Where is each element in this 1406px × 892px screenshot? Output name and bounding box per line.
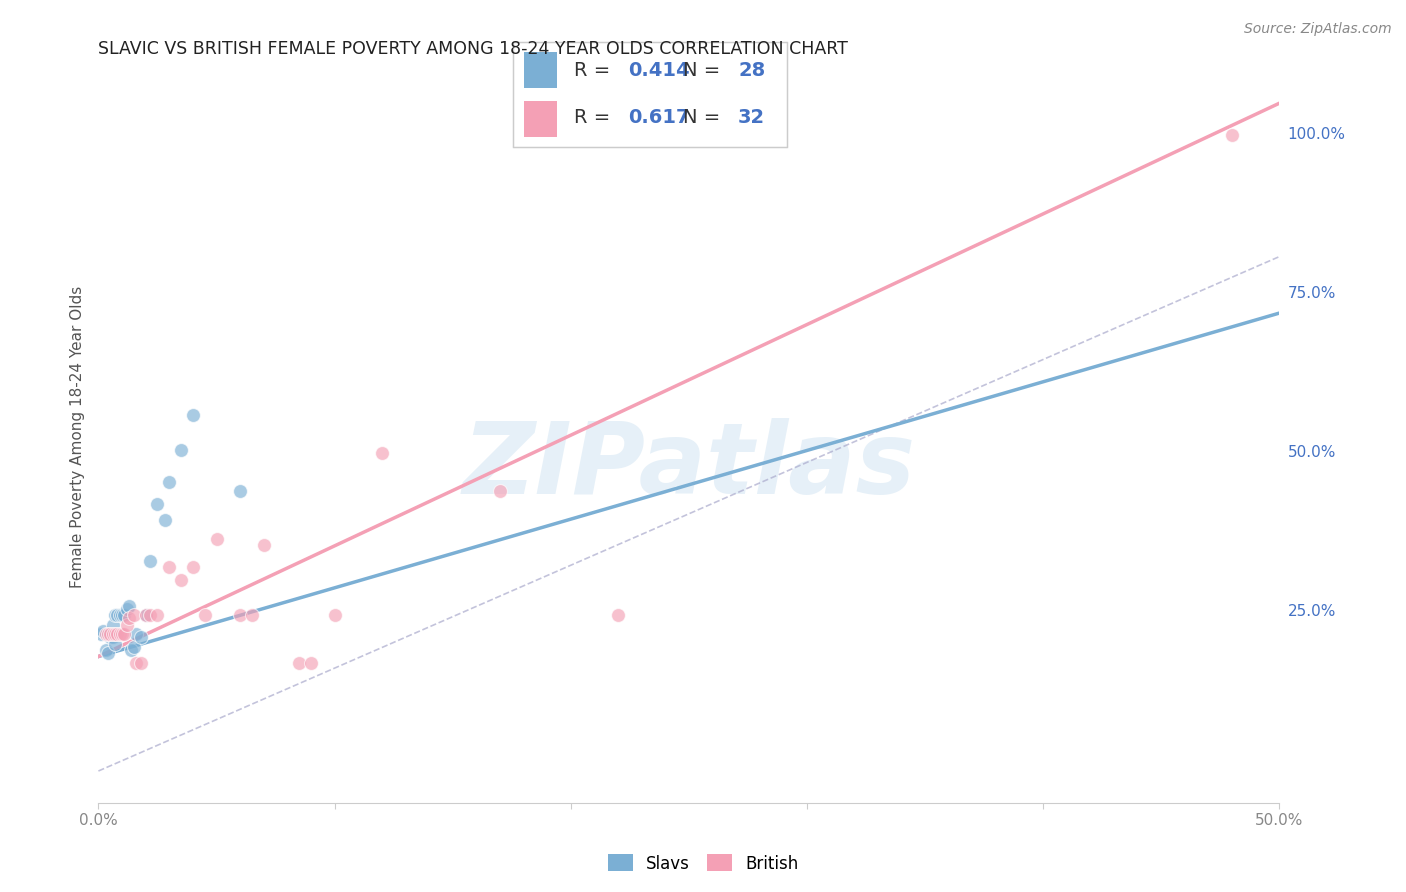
Point (94, 627, 117, 641)
Point (98, 627, 121, 641)
Point (157, 475, 180, 489)
Point (97, 627, 120, 641)
Text: 0.617: 0.617 (628, 108, 690, 128)
Text: 100.0%: 100.0% (1288, 128, 1346, 143)
Point (129, 631, 152, 645)
Point (229, 484, 252, 499)
Point (489, 484, 512, 499)
Point (108, 627, 131, 641)
Point (181, 408, 204, 422)
Point (118, 611, 141, 625)
Text: N =: N = (683, 108, 727, 128)
Point (90, 627, 112, 641)
Point (101, 617, 124, 632)
Text: 0.414: 0.414 (628, 61, 690, 80)
Text: R =: R = (574, 108, 616, 128)
Point (112, 608, 135, 623)
Point (122, 640, 145, 654)
Point (121, 643, 143, 657)
Point (115, 617, 138, 632)
Point (170, 573, 193, 587)
Point (253, 538, 276, 552)
Point (323, 608, 346, 623)
Point (135, 608, 157, 623)
Point (125, 656, 148, 670)
Point (101, 631, 124, 645)
Point (104, 627, 127, 641)
Point (607, 608, 630, 623)
Point (94, 643, 117, 657)
Point (288, 656, 311, 670)
Point (129, 656, 152, 670)
Point (146, 497, 169, 511)
FancyBboxPatch shape (524, 53, 557, 88)
Point (181, 560, 204, 574)
Point (125, 627, 148, 641)
Point (97, 646, 120, 660)
Point (1220, 128, 1243, 142)
Text: R =: R = (574, 61, 616, 80)
Y-axis label: Female Poverty Among 18-24 Year Olds: Female Poverty Among 18-24 Year Olds (69, 286, 84, 588)
Point (104, 637, 127, 651)
Point (111, 627, 134, 641)
Point (139, 608, 162, 623)
Text: 28: 28 (738, 61, 765, 80)
Point (98, 631, 121, 645)
Point (194, 608, 217, 623)
Point (112, 627, 135, 641)
FancyBboxPatch shape (524, 101, 557, 136)
Point (111, 608, 134, 623)
Text: 50.0%: 50.0% (1288, 445, 1336, 460)
Point (371, 446, 394, 460)
Point (240, 608, 263, 623)
Point (118, 599, 141, 613)
Point (170, 442, 193, 457)
Point (122, 608, 145, 623)
Text: Source: ZipAtlas.com: Source: ZipAtlas.com (1244, 22, 1392, 37)
Text: SLAVIC VS BRITISH FEMALE POVERTY AMONG 18-24 YEAR OLDS CORRELATION CHART: SLAVIC VS BRITISH FEMALE POVERTY AMONG 1… (98, 40, 848, 58)
Point (139, 554, 162, 568)
Point (157, 560, 180, 574)
Text: 32: 32 (738, 108, 765, 128)
Text: N =: N = (683, 61, 727, 80)
Point (229, 608, 252, 623)
Legend: Slavs, British: Slavs, British (602, 847, 804, 880)
Point (101, 627, 124, 641)
Point (105, 627, 128, 641)
Point (97, 627, 120, 641)
Text: 75.0%: 75.0% (1288, 286, 1336, 301)
Point (104, 608, 127, 623)
Point (105, 608, 128, 623)
Point (205, 532, 228, 546)
Point (115, 602, 138, 616)
Point (146, 608, 169, 623)
Point (299, 656, 322, 670)
Text: 25.0%: 25.0% (1288, 605, 1336, 619)
Point (91, 624, 114, 638)
Text: ZIPatlas: ZIPatlas (463, 417, 915, 515)
Point (135, 608, 157, 623)
Point (153, 513, 176, 527)
Point (108, 608, 131, 623)
